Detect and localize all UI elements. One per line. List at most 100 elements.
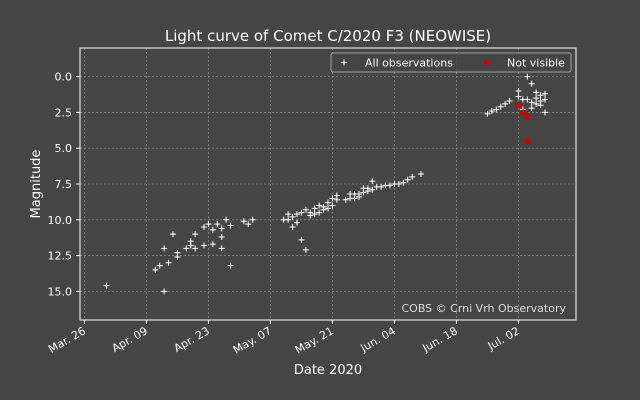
observation-point: [192, 245, 199, 252]
observation-point: [515, 87, 522, 94]
observation-point: [285, 211, 292, 218]
observation-point: [192, 231, 199, 238]
y-tick-label: 15.0: [48, 285, 73, 298]
y-tick-label: 5.0: [55, 142, 73, 155]
observation-point: [537, 102, 544, 109]
observation-point: [201, 242, 207, 249]
observation-point: [289, 223, 296, 230]
not-visible-point: [515, 102, 522, 109]
observation-point: [311, 211, 318, 218]
observation-point: [218, 233, 225, 240]
observation-point: [528, 105, 535, 112]
observation-point: [395, 181, 402, 187]
y-axis-label: Magnitude: [29, 150, 44, 219]
observation-point: [533, 100, 540, 107]
observation-point: [156, 262, 163, 269]
observation-point: [174, 254, 181, 261]
x-tick-label: Jun. 04: [357, 324, 397, 355]
observation-point: [387, 182, 393, 189]
observation-point: [183, 245, 190, 252]
x-tick-label: Mar. 26: [46, 324, 88, 356]
observation-point: [245, 221, 252, 228]
observation-point: [329, 195, 336, 202]
observation-point: [418, 170, 424, 177]
observation-point: [316, 202, 323, 209]
x-tick-label: Jun. 18: [419, 324, 459, 355]
y-tick-label: 7.5: [55, 178, 73, 191]
observation-point: [542, 109, 548, 116]
observation-point: [497, 103, 504, 110]
observation-point: [502, 100, 509, 107]
observation-point: [223, 216, 230, 223]
observation-point: [294, 211, 300, 218]
observation-point: [325, 205, 331, 212]
observation-point: [493, 106, 500, 113]
x-tick-label: May. 21: [293, 324, 336, 356]
observation-point: [409, 173, 416, 180]
observation-point: [378, 183, 385, 190]
x-tick-label: Apr. 09: [110, 324, 150, 355]
y-tick-label: 2.5: [55, 106, 73, 119]
observation-point: [240, 218, 247, 225]
credit-annotation: COBS © Crni Vrh Observatory: [401, 302, 566, 315]
observation-point: [369, 186, 376, 193]
observation-point: [289, 213, 296, 220]
observation-point: [369, 178, 376, 185]
observation-point: [488, 107, 495, 114]
y-tick-label: 0.0: [55, 71, 73, 84]
observation-point: [298, 209, 305, 216]
legend: All observations Not visible: [330, 52, 572, 73]
x-tick-label: Apr. 23: [172, 324, 212, 355]
observation-point: [201, 223, 207, 230]
observation-point: [227, 222, 234, 229]
observation-point: [187, 242, 194, 249]
observation-point: [307, 209, 314, 216]
not-visible-point: [519, 109, 526, 116]
observation-point: [161, 245, 168, 252]
observation-point: [209, 241, 216, 248]
observation-point: [316, 209, 323, 216]
observation-point: [152, 266, 159, 273]
observation-point: [170, 231, 176, 238]
observation-point: [249, 216, 256, 223]
observation-point: [542, 96, 548, 103]
observation-point: [404, 176, 411, 183]
observation-point: [364, 185, 371, 192]
observation-point: [524, 73, 531, 80]
observation-point: [528, 99, 535, 106]
not-visible-point: [524, 138, 531, 145]
legend-red-dot-marker-icon: [484, 59, 490, 66]
observation-point: [320, 203, 327, 210]
observation-point: [515, 93, 522, 100]
grid: [80, 48, 576, 320]
observation-point: [524, 96, 531, 103]
observation-point: [542, 90, 548, 97]
observation-point: [298, 236, 305, 243]
legend-label-not-visible: Not visible: [507, 57, 565, 70]
observation-point: [356, 191, 362, 198]
observation-point: [537, 92, 544, 99]
observation-point: [533, 89, 540, 96]
observation-point: [311, 205, 318, 212]
y-tick-label: 10.0: [48, 214, 73, 227]
observation-point: [484, 110, 491, 117]
observation-point: [302, 246, 309, 253]
observation-point: [506, 97, 513, 104]
observation-point: [285, 216, 292, 223]
observation-point: [400, 179, 407, 186]
legend-label-all-observations: All observations: [365, 57, 453, 70]
observation-point: [205, 221, 212, 228]
observation-point: [294, 219, 300, 226]
not-visible-point: [524, 113, 531, 120]
observation-point: [533, 95, 540, 102]
observation-point: [333, 196, 340, 203]
observation-point: [325, 199, 331, 206]
observation-point: [161, 288, 168, 295]
legend-box: [330, 52, 572, 73]
observation-point: [165, 259, 172, 266]
observation-point: [528, 80, 535, 87]
observation-point: [218, 225, 225, 232]
y-tick-label: 12.5: [48, 250, 73, 263]
observation-point: [342, 196, 349, 203]
